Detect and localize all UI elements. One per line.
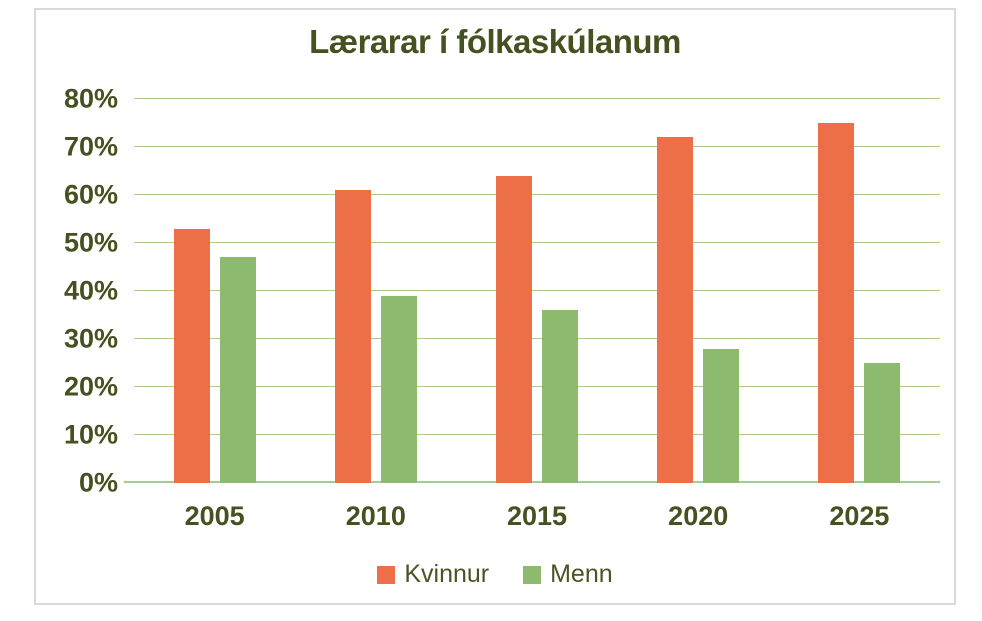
legend-swatch-icon-menn [523, 565, 542, 584]
y-tick-label-60: 60% [63, 179, 118, 210]
bar-menn-2005 [219, 257, 256, 483]
legend-label-kvinnur: Kvinnur [404, 560, 490, 588]
x-tick-label-2025: 2025 [829, 501, 890, 531]
legend: Kvinnur Menn [36, 562, 954, 587]
bar-kvinnur-2020 [657, 137, 694, 483]
gridline-70 [134, 146, 940, 147]
y-tick-label-20: 20% [63, 371, 118, 402]
gridline-30 [134, 338, 940, 339]
chart-title: Lærarar í fólkaskúlanum [309, 23, 681, 60]
gridline-60 [134, 194, 940, 195]
bar-menn-2015 [541, 310, 578, 483]
x-tick-label-2005: 2005 [184, 501, 245, 531]
y-tick-label-40: 40% [63, 275, 118, 306]
gridline-80 [134, 98, 940, 99]
y-tick-label-80: 80% [63, 83, 118, 114]
y-tick-label-0: 0% [78, 467, 118, 498]
gridline-50 [134, 242, 940, 243]
y-tick-label-10: 10% [63, 419, 118, 450]
bar-kvinnur-2025 [818, 123, 855, 483]
gridline-10 [134, 434, 940, 435]
bar-group-2010 [295, 99, 456, 483]
bar-group-2025 [779, 99, 940, 483]
plot-area: 2005 2010 2015 2020 2025 0% 10% 20% 30% 40% 50% 60… [64, 85, 940, 530]
bar-group-2005 [134, 99, 295, 483]
y-tick-label-50: 50% [63, 227, 118, 258]
y-tick-label-30: 30% [63, 323, 118, 354]
gridline-0 [124, 481, 940, 483]
y-tick-label-70: 70% [63, 131, 118, 162]
x-tick-label-2020: 2020 [668, 501, 729, 531]
bar-kvinnur-2010 [334, 190, 371, 483]
chart-frame: Lærarar í fólkaskúlanum 2005 2010 2015 2020… [34, 8, 956, 605]
legend-item-menn: Menn [523, 562, 613, 587]
bar-kvinnur-2015 [495, 175, 532, 483]
bar-group-2015 [456, 99, 617, 483]
legend-label-menn: Menn [550, 560, 613, 588]
bar-menn-2020 [703, 348, 740, 483]
bar-kvinnur-2005 [173, 228, 210, 483]
legend-swatch-icon-kvinnur [377, 565, 396, 584]
x-axis-labels: 2005 2010 2015 2020 2025 [134, 503, 940, 530]
bar-group-2020 [618, 99, 779, 483]
gridline-40 [134, 290, 940, 291]
gridline-20 [134, 386, 940, 387]
x-tick-label-2015: 2015 [506, 501, 568, 531]
bar-menn-2025 [864, 363, 901, 483]
x-tick-label-2010: 2010 [345, 501, 406, 531]
legend-item-kvinnur: Kvinnur [377, 562, 489, 587]
bar-menn-2010 [380, 295, 417, 483]
